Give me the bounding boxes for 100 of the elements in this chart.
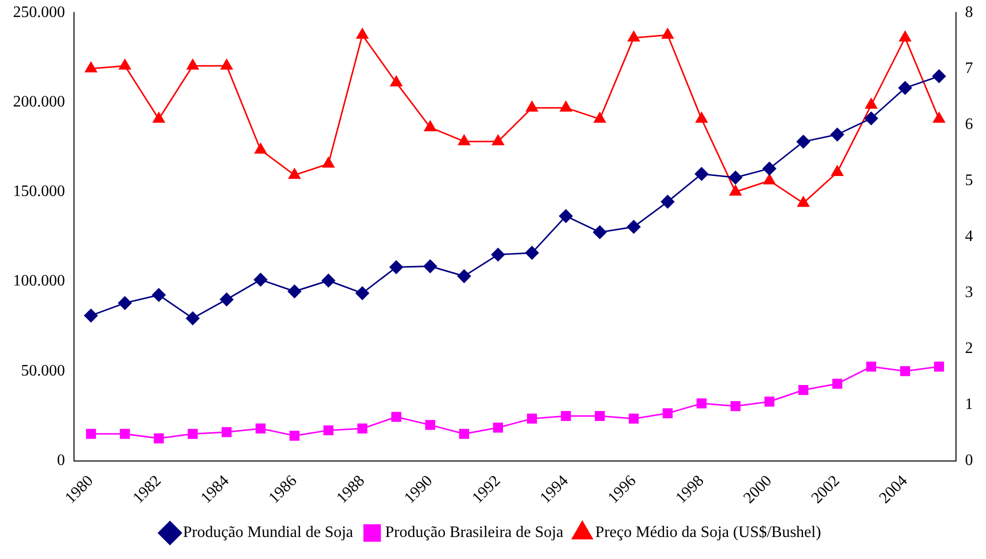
y-tick-label: 50.000: [21, 362, 65, 380]
point: [525, 246, 539, 260]
point: [220, 59, 233, 70]
y2-tick-label: 1: [965, 396, 973, 413]
point: [763, 174, 776, 184]
point: [662, 408, 673, 418]
point: [730, 401, 740, 412]
point: [85, 62, 97, 72]
point: [832, 378, 842, 389]
point: [831, 166, 844, 176]
y2-tick-label: 3: [965, 284, 973, 301]
point: [84, 308, 98, 322]
point: [526, 414, 537, 424]
point: [764, 396, 774, 407]
point: [899, 31, 912, 42]
point: [865, 98, 878, 109]
point: [458, 134, 470, 146]
point: [626, 220, 640, 234]
point: [118, 296, 132, 310]
point: [491, 248, 505, 262]
y-tick-label: 0: [57, 452, 65, 469]
point: [424, 120, 436, 132]
point: [830, 128, 844, 142]
y2-tick-label: 0: [965, 452, 973, 469]
point: [493, 422, 504, 433]
point: [322, 157, 334, 168]
point: [696, 398, 707, 408]
point: [560, 101, 572, 112]
point: [628, 414, 639, 424]
point: [86, 428, 96, 439]
point: [900, 366, 910, 376]
point: [898, 81, 912, 95]
y-tick-label: 150.000: [13, 183, 65, 200]
point: [728, 170, 742, 184]
point: [322, 274, 336, 288]
legend-label: Produção Mundial de Soja: [182, 524, 354, 542]
point: [186, 59, 199, 70]
point: [526, 101, 538, 112]
point: [288, 168, 300, 179]
point: [628, 31, 640, 42]
y-tick-label: 250.000: [13, 4, 65, 21]
y2-tick-label: 5: [965, 172, 973, 189]
point: [933, 112, 945, 123]
y-tick-label: 200.000: [13, 93, 65, 110]
point: [459, 428, 470, 439]
point: [662, 28, 674, 39]
point: [357, 424, 368, 434]
point: [798, 384, 808, 395]
x-tick-label: 1992: [469, 472, 504, 508]
point: [864, 112, 878, 126]
point: [492, 134, 504, 146]
point: [593, 225, 607, 239]
point: [290, 430, 300, 441]
point: [796, 134, 810, 148]
point: [660, 194, 674, 208]
point: [457, 269, 471, 283]
point: [694, 167, 708, 181]
point: [594, 410, 605, 421]
point: [152, 288, 166, 302]
x-tick-label: 1980: [62, 472, 97, 508]
legend-label: Produção Brasileira de Soja: [385, 524, 564, 542]
point: [932, 69, 946, 83]
point: [559, 209, 573, 223]
point: [220, 292, 234, 306]
point: [222, 427, 232, 438]
point: [356, 28, 368, 39]
point: [323, 425, 334, 436]
point: [423, 260, 437, 274]
point: [256, 424, 266, 434]
point: [762, 162, 776, 176]
point: [866, 362, 876, 372]
x-tick-label: 1990: [401, 472, 436, 508]
point: [118, 59, 131, 70]
legend-label: Preço Médio da Soja (US$/Bushel): [595, 524, 822, 542]
point: [254, 272, 268, 286]
point: [390, 260, 404, 274]
point: [188, 428, 198, 439]
point: [356, 286, 370, 300]
point: [120, 428, 130, 439]
point: [154, 433, 164, 444]
point: [730, 185, 742, 196]
y2-tick-label: 2: [965, 340, 973, 357]
x-tick-label: 1982: [130, 472, 165, 508]
y2-tick-label: 7: [965, 60, 973, 77]
point: [391, 412, 402, 422]
point: [425, 420, 436, 430]
point: [254, 143, 267, 154]
point: [696, 112, 708, 123]
point: [186, 312, 200, 326]
y2-tick-label: 6: [965, 116, 973, 133]
y2-tick-label: 8: [965, 4, 973, 21]
y-tick-label: 100.000: [13, 272, 65, 290]
y2-tick-label: 4: [965, 228, 973, 245]
point: [288, 284, 302, 298]
point: [594, 112, 606, 123]
point: [390, 76, 402, 86]
point: [934, 362, 944, 372]
point: [560, 410, 571, 421]
point: [152, 112, 165, 123]
point: [797, 196, 810, 207]
